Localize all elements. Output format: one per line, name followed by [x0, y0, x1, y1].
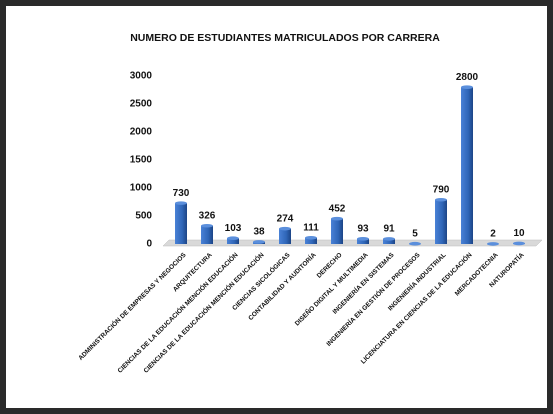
value-label: 326 — [199, 210, 216, 221]
value-label: 10 — [513, 228, 525, 239]
bar-cap — [357, 236, 369, 241]
bar-cap — [409, 241, 421, 246]
bar — [435, 199, 447, 244]
chart-title: NUMERO DE ESTUDIANTES MATRICULADOS POR C… — [130, 32, 440, 44]
y-tick-label: 500 — [135, 211, 152, 222]
value-label: 103 — [225, 223, 242, 234]
value-label: 93 — [357, 223, 369, 234]
bar — [357, 238, 369, 244]
value-label: 2 — [490, 229, 496, 240]
value-label: 730 — [173, 188, 190, 199]
bar — [331, 218, 343, 244]
y-tick-label: 2500 — [130, 99, 153, 110]
bar-cap — [253, 240, 265, 244]
bar-cap — [175, 201, 187, 205]
bar-cap — [513, 241, 525, 246]
bar-cap — [227, 236, 239, 241]
y-tick-label: 1500 — [130, 155, 153, 166]
bar — [305, 237, 317, 244]
y-tick-label: 2000 — [130, 127, 153, 138]
value-label: 5 — [412, 228, 418, 239]
bar-cap — [201, 223, 213, 228]
y-tick-label: 3000 — [130, 71, 153, 82]
bar-cap — [279, 226, 291, 231]
floor — [162, 239, 543, 247]
bar — [227, 238, 239, 244]
value-label: 111 — [303, 222, 319, 233]
bar — [383, 238, 395, 244]
bar-cap — [487, 242, 499, 246]
bar-cap — [461, 85, 473, 89]
bar-cap — [305, 235, 317, 240]
value-label: 274 — [277, 213, 294, 224]
bar — [461, 87, 473, 244]
bar-cap — [435, 197, 447, 202]
bar-cap — [331, 216, 343, 221]
bar — [279, 228, 291, 244]
value-label: 91 — [383, 224, 395, 235]
value-label: 452 — [329, 203, 346, 214]
y-tick-label: 1000 — [130, 183, 153, 194]
bar — [175, 203, 187, 244]
bar — [201, 225, 213, 244]
value-label: 38 — [253, 227, 265, 238]
value-label: 790 — [433, 184, 450, 195]
y-tick-label: 0 — [146, 239, 152, 250]
bar-cap — [383, 237, 395, 241]
value-label: 2800 — [456, 72, 479, 83]
